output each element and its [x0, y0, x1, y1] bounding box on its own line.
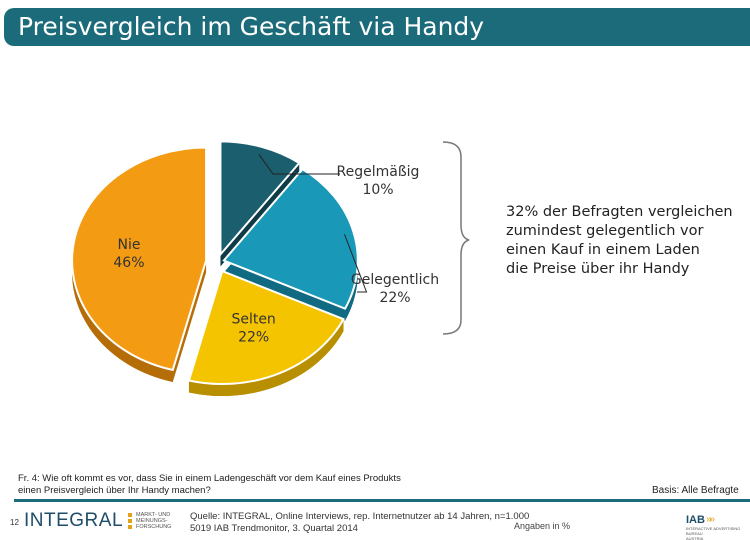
- leader-line-0: [258, 154, 340, 175]
- iab-logo-subtitle: INTERACTIVE ADVERTISING BUREAU AUSTRIA: [686, 526, 741, 540]
- footer-rule: [14, 499, 750, 502]
- pie-slice-gelegentlich: [222, 167, 359, 310]
- unit-note: Angaben in %: [514, 521, 571, 531]
- integral-logo-marks: [128, 513, 132, 529]
- pie-chart: Regelmäßig 10% Gelegentlich 22% Selten 22% Nie…: [71, 140, 470, 397]
- leader-lines-group: [258, 154, 368, 293]
- slice-tops-group: [71, 140, 359, 386]
- pie-slice-nie: [71, 146, 208, 372]
- summary-text: 32% der Befragten vergleichen zumindest …: [506, 204, 733, 277]
- integral-logo-subtitle: MARKT- UND MEINUNGS- FORSCHUNG: [136, 512, 172, 530]
- summary-bracket: [442, 141, 470, 335]
- page-number: 12: [10, 518, 19, 527]
- integral-logo: INTEGRAL: [24, 510, 124, 531]
- pie-slice-rim-2: [188, 319, 344, 397]
- slice-label-2: Selten: [231, 311, 275, 327]
- basis-text: Basis: Alle Befragte: [652, 485, 739, 496]
- pie-slice-regelm-ig: [219, 140, 301, 258]
- leader-line-1: [344, 234, 368, 293]
- slice-label-3: Nie: [117, 237, 140, 253]
- slice-value-1: 22%: [379, 290, 410, 306]
- slice-label-0: Regelmäßig: [337, 164, 420, 180]
- page-title: Preisvergleich im Geschäft via Handy: [18, 12, 485, 41]
- question-text: Fr. 4: Wie oft kommt es vor, dass Sie in…: [18, 473, 401, 496]
- title-bar: Preisvergleich im Geschäft via Handy: [4, 8, 750, 46]
- slice-labels-group: Regelmäßig 10% Gelegentlich 22% Selten 22% Nie…: [113, 164, 439, 345]
- iab-logo: IAB: [686, 514, 705, 526]
- slice-value-2: 22%: [238, 329, 269, 345]
- slice-label-1: Gelegentlich: [351, 272, 439, 288]
- iab-logo-arrows: »»: [706, 514, 715, 525]
- source-text: Quelle: INTEGRAL, Online Interviews, rep…: [190, 511, 530, 534]
- slice-value-3: 46%: [113, 255, 144, 271]
- pie-slice-selten: [187, 269, 345, 386]
- slice-value-0: 10%: [362, 182, 393, 198]
